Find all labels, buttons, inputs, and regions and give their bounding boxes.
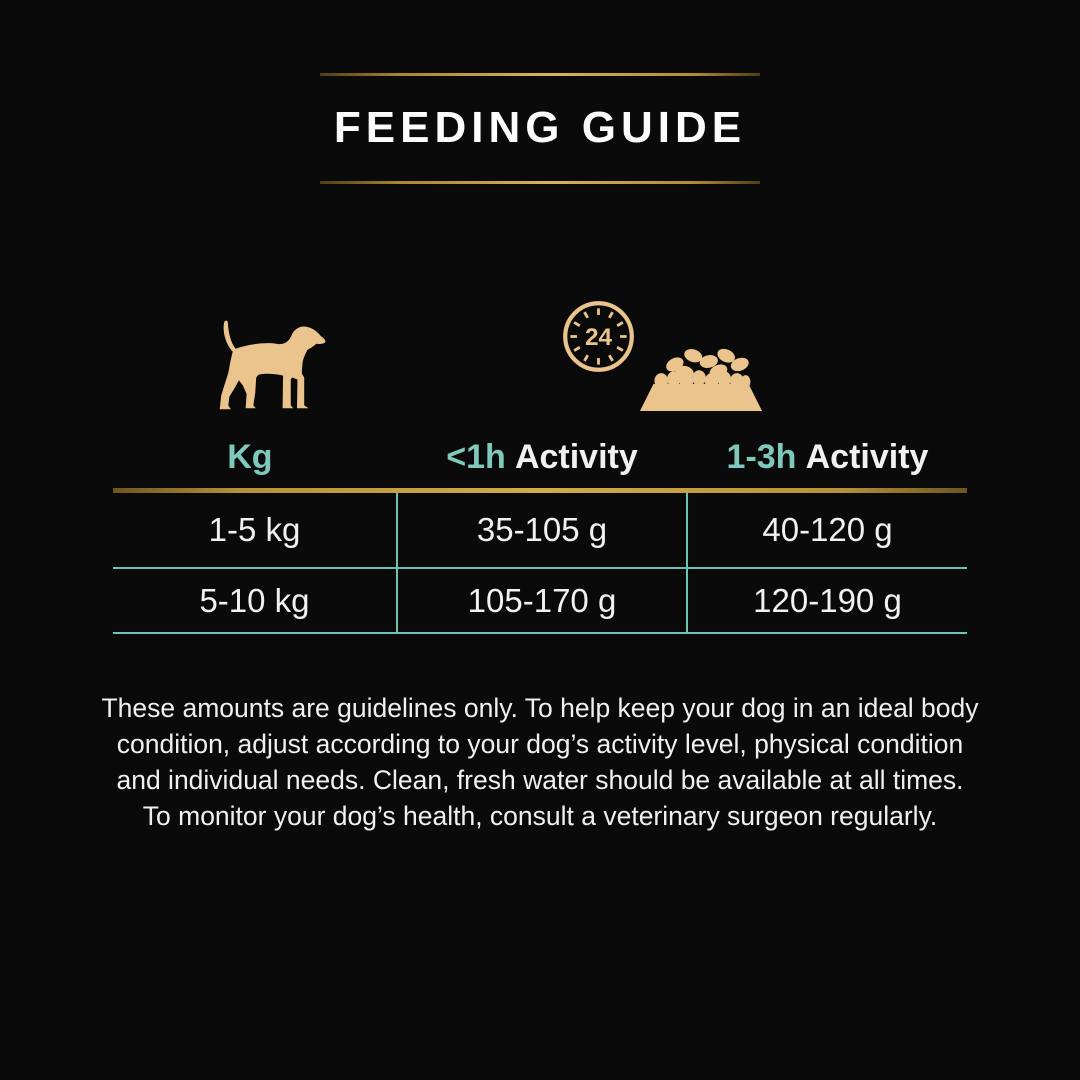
table-row: 1-5 kg 35-105 g 40-120 g: [113, 493, 967, 567]
cell-low-activity: 35-105 g: [396, 493, 688, 567]
header-low-activity-range: <1h: [446, 437, 506, 476]
header-weight: Kg: [113, 438, 396, 477]
food-bowl-icon: [639, 348, 763, 411]
table-header-row: Kg <1h Activity 1-3h Activity: [113, 426, 967, 488]
guidelines-note-line: To monitor your dog’s health, consult a …: [142, 801, 938, 831]
cell-high-activity: 40-120 g: [762, 511, 893, 548]
table-body: 1-5 kg 35-105 g 40-120 g 5-10 kg 105-170…: [113, 493, 967, 634]
table-bottom-rule: [113, 632, 967, 634]
table-top-rule: [113, 488, 967, 493]
header-high-activity-range: 1-3h: [726, 437, 797, 476]
clock-24h-icon: 24: [563, 301, 634, 372]
guidelines-note-line: and individual needs. Clean, fresh water…: [116, 765, 964, 795]
table-row: 5-10 kg 105-170 g 120-190 g: [113, 567, 967, 632]
title-rule-bottom: [320, 181, 760, 184]
guidelines-note: These amounts are guidelines only. To he…: [40, 690, 1040, 834]
feeding-table: Kg <1h Activity 1-3h Activity 1-5 kg 35-10…: [113, 426, 967, 634]
cell-weight: 1-5 kg: [208, 511, 301, 548]
header-low-activity: <1h Activity: [446, 437, 638, 476]
cell-weight: 5-10 kg: [113, 567, 396, 632]
guidelines-note-line: These amounts are guidelines only. To he…: [101, 693, 979, 723]
header-high-activity: 1-3h Activity: [726, 437, 929, 476]
clock-24-label: 24: [585, 324, 613, 351]
dog-icon: [219, 320, 326, 410]
title-rule-top: [320, 73, 760, 76]
header-weight-unit: Kg: [227, 437, 273, 476]
page-title: FEEDING GUIDE: [333, 103, 747, 152]
cell-low-activity: 105-170 g: [396, 567, 688, 632]
guidelines-note-line: condition, adjust according to your dog’…: [116, 729, 964, 759]
cell-high-activity: 120-190 g: [688, 567, 967, 632]
